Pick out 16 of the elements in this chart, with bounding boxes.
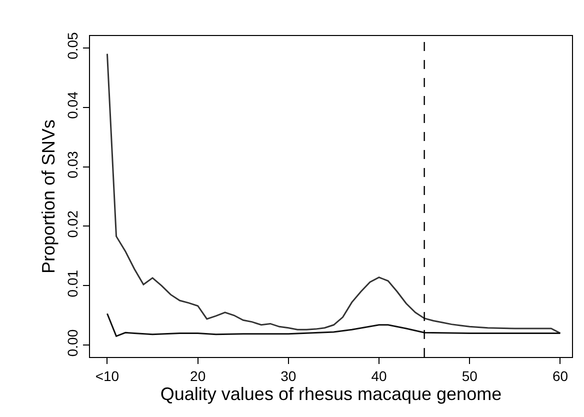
y-tick-label: 0.03 (64, 150, 80, 178)
y-tick-label: 0.01 (64, 270, 80, 298)
x-axis-title: Quality values of rhesus macaque genome (160, 384, 502, 404)
x-tick-label: 60 (552, 368, 568, 384)
y-tick-label: 0.05 (64, 32, 80, 60)
y-tick-label: 0.00 (64, 329, 80, 357)
line-series (106, 53, 561, 334)
x-tick-label: 50 (462, 368, 478, 384)
y-tick-label: 0.04 (64, 91, 80, 119)
x-tick-label: 20 (190, 368, 206, 384)
y-tick-label: 0.02 (64, 210, 80, 238)
y-axis-title: Proportion of SNVs (38, 119, 59, 274)
line-series (106, 312, 561, 337)
x-tick-label: 40 (371, 368, 388, 384)
x-tick-label: 30 (280, 368, 296, 384)
x-tick-label: <10 (95, 368, 120, 384)
